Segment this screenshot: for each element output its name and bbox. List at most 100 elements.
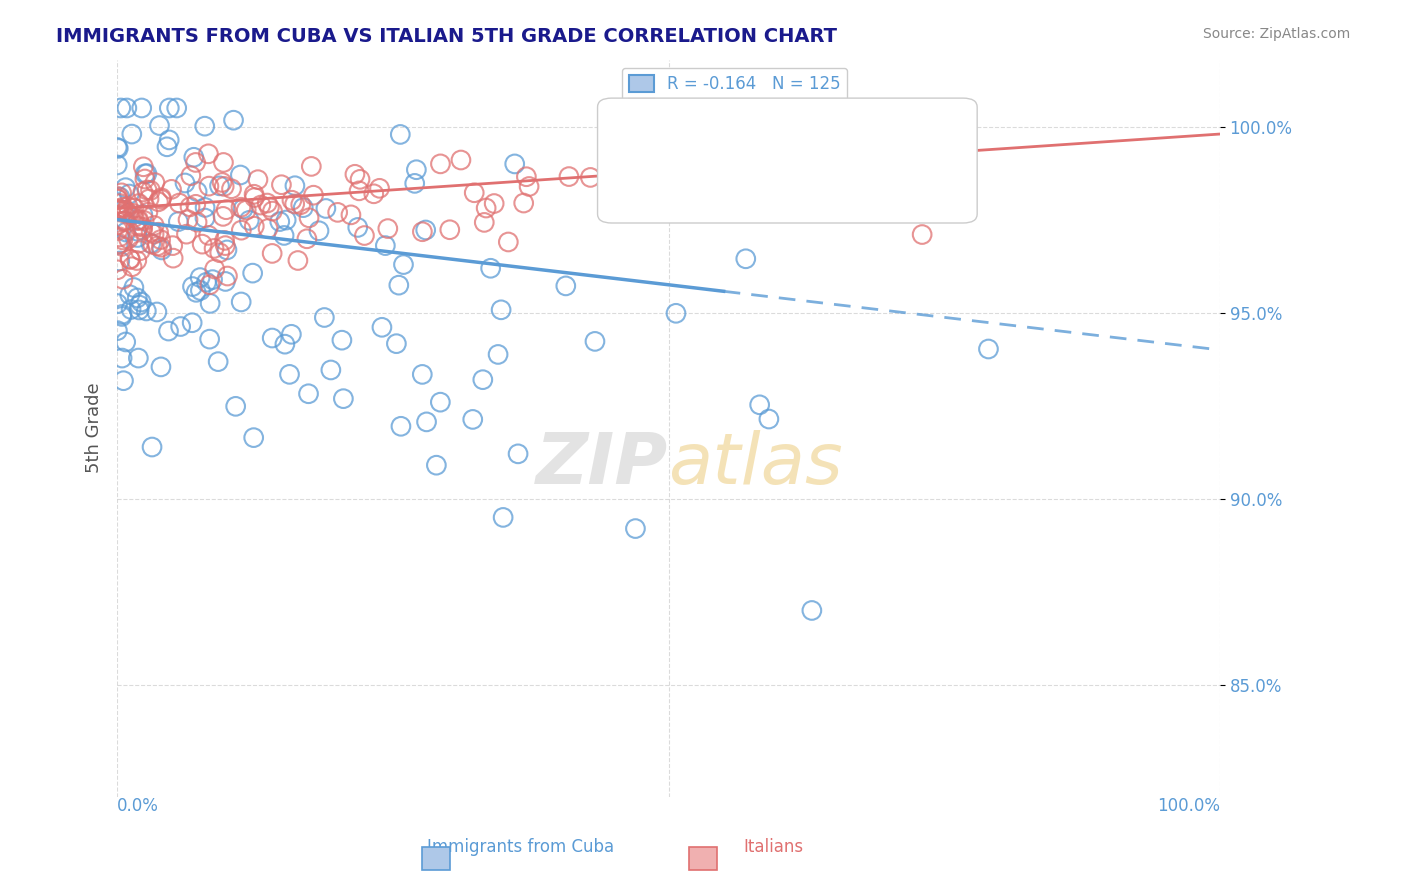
Point [174,176,197,190]
Point [108,230,131,244]
Point [128,212,150,227]
Text: atlas: atlas [668,431,844,500]
Point [184,197,207,211]
Point [132,185,155,199]
Point [131,223,153,237]
Point [492,510,515,524]
Point [281,193,304,207]
Point [471,373,494,387]
Point [198,296,221,310]
Point [194,119,217,133]
Point [162,251,184,265]
Point [287,253,309,268]
Point [105,158,128,172]
Point [388,278,411,293]
Point [211,176,233,190]
Point [554,279,576,293]
Point [201,272,224,286]
Point [111,308,134,322]
Point [136,183,159,197]
Point [330,333,353,347]
Point [198,277,221,292]
Point [111,272,134,286]
Point [222,113,245,128]
Point [127,351,149,365]
Point [128,219,150,234]
Point [162,238,184,252]
Point [134,167,156,181]
Point [120,302,142,317]
Point [242,266,264,280]
Point [107,189,129,203]
Point [127,213,149,227]
Point [186,285,208,300]
Text: IMMIGRANTS FROM CUBA VS ITALIAN 5TH GRADE CORRELATION CHART: IMMIGRANTS FROM CUBA VS ITALIAN 5TH GRAD… [56,27,837,45]
Point [105,202,128,217]
Point [148,225,170,239]
Text: Italians: Italians [744,838,803,856]
Legend: R = -0.164   N = 125, R =  0.727   N = 135: R = -0.164 N = 125, R = 0.727 N = 135 [621,68,848,124]
Point [114,213,136,227]
Point [134,172,156,186]
Point [463,186,485,200]
Point [117,232,139,246]
Point [139,225,162,239]
Point [143,176,166,190]
Point [157,101,180,115]
Point [215,202,238,217]
Point [405,162,427,177]
Point [212,210,235,224]
Point [198,179,221,194]
Point [214,275,236,289]
Point [246,172,269,186]
Point [243,219,266,234]
Point [302,188,325,202]
Point [156,140,179,154]
Point [176,227,198,242]
Point [368,181,391,195]
Point [346,220,368,235]
Point [256,196,278,211]
Point [110,101,132,115]
Point [122,206,145,220]
Point [411,225,433,239]
Point [450,153,472,167]
Point [132,160,155,174]
Point [274,337,297,351]
Point [117,200,139,214]
Point [229,200,252,214]
Point [198,332,221,346]
Point [838,176,860,190]
Point [108,254,131,268]
Point [108,236,131,251]
Point [150,192,173,206]
Point [280,327,302,342]
Point [118,187,141,202]
Point [111,239,134,253]
Point [425,458,447,473]
Point [111,200,134,214]
Point [349,172,371,186]
Point [157,133,180,147]
Point [122,211,145,225]
Point [385,336,408,351]
Point [911,227,934,242]
Point [624,522,647,536]
Point [411,368,433,382]
Point [139,236,162,251]
Text: 0.0%: 0.0% [117,797,159,814]
Point [107,296,129,310]
Point [183,150,205,164]
Text: Immigrants from Cuba: Immigrants from Cuba [426,838,614,856]
Point [127,291,149,305]
Point [238,213,260,227]
Point [146,239,169,253]
Point [243,187,266,202]
Point [107,141,129,155]
Point [558,169,581,184]
Point [129,295,152,310]
Point [517,179,540,194]
Point [214,238,236,252]
Point [439,223,461,237]
Point [347,184,370,198]
